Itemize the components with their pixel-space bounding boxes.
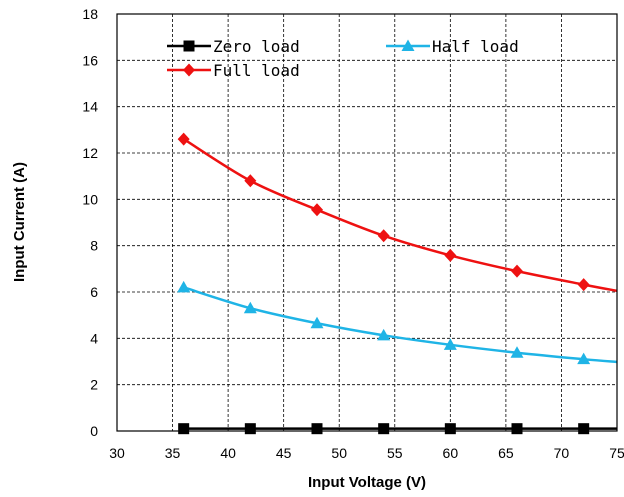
x-tick-label: 50 — [331, 445, 347, 461]
x-tick-label: 70 — [554, 445, 570, 461]
data-point-full-load — [311, 203, 323, 217]
x-tick-label: 30 — [109, 445, 125, 461]
series-line-full-load — [183, 138, 618, 293]
x-tick-label: 65 — [498, 445, 514, 461]
legend-marker — [183, 63, 195, 77]
legend-marker — [183, 40, 195, 52]
y-tick-label: 18 — [82, 6, 98, 22]
data-point-full-load — [177, 132, 190, 146]
series-full-load — [177, 132, 618, 293]
data-point-zero-load — [444, 423, 456, 435]
data-point-full-load — [511, 264, 523, 278]
data-point-half-load — [243, 301, 257, 314]
series-half-load — [177, 280, 618, 365]
data-point-half-load — [577, 352, 591, 365]
data-point-zero-load — [578, 423, 590, 435]
y-tick-label: 4 — [90, 330, 98, 346]
data-point-full-load — [444, 248, 457, 262]
legend-label: Full load — [213, 61, 300, 80]
data-point-half-load — [510, 346, 524, 358]
data-point-zero-load — [244, 423, 256, 435]
y-tick-label: 10 — [82, 191, 98, 207]
x-tick-label: 55 — [387, 445, 403, 461]
y-tick-label: 2 — [90, 377, 98, 393]
x-tick-label: 60 — [443, 445, 459, 461]
data-point-full-load — [577, 278, 590, 292]
grid-lines — [117, 14, 617, 431]
data-point-full-load — [244, 174, 257, 188]
data-point-half-load — [177, 280, 191, 293]
x-tick-labels: 30 35 40 45 50 55 60 65 70 75 — [109, 445, 624, 461]
legend-marker — [401, 39, 415, 51]
data-point-half-load — [377, 328, 391, 341]
y-axis-title: Input Current (A) — [11, 162, 28, 282]
series-layer — [177, 132, 618, 435]
y-tick-label: 0 — [90, 423, 98, 439]
y-tick-label: 12 — [82, 145, 98, 161]
y-tick-label: 16 — [82, 52, 98, 68]
data-point-half-load — [443, 338, 457, 350]
legend-label: Half load — [432, 37, 519, 56]
data-point-half-load — [310, 316, 324, 329]
y-tick-label: 6 — [90, 284, 98, 300]
legend-item-zero-load: Zero load — [167, 37, 300, 56]
data-point-zero-load — [311, 423, 323, 435]
data-point-full-load — [377, 229, 390, 243]
data-point-zero-load — [511, 423, 523, 435]
plot-frame — [116, 13, 618, 432]
series-zero-load — [178, 423, 617, 435]
series-line-half-load — [183, 286, 618, 364]
x-tick-label: 40 — [220, 445, 236, 461]
x-tick-label: 45 — [276, 445, 292, 461]
data-point-zero-load — [178, 423, 190, 435]
x-tick-label: 35 — [165, 445, 181, 461]
legend-label: Zero load — [213, 37, 300, 56]
x-tick-label: 75 — [609, 445, 624, 461]
legend-item-half-load: Half load — [386, 37, 519, 56]
data-point-zero-load — [378, 423, 390, 435]
legend-item-full-load: Full load — [167, 61, 300, 80]
legend: Zero load Half load Full load — [167, 37, 519, 80]
x-axis-title: Input Voltage (V) — [308, 474, 426, 491]
y-tick-labels: 0 2 4 6 8 10 12 14 16 18 — [82, 6, 98, 439]
y-tick-label: 8 — [90, 238, 98, 254]
y-tick-label: 14 — [82, 99, 98, 115]
